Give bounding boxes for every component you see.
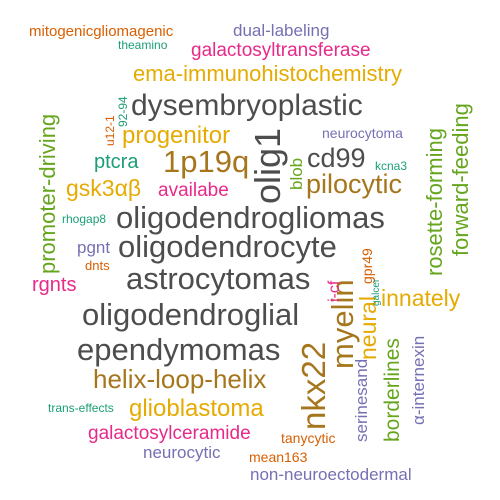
word-rgnts: rgnts (32, 274, 77, 296)
word-i-cf: i-cf (326, 280, 343, 302)
word-pilocytic: pilocytic (306, 169, 403, 199)
word-u12-1: u12-1 (103, 115, 117, 146)
word-innately: innately (381, 285, 461, 311)
word-availabe: availabe (158, 180, 229, 201)
word-neurocytic: neurocytic (143, 443, 221, 462)
word-olig1: olig1 (247, 127, 288, 204)
word-serinesand: serinesand (352, 358, 371, 442)
word-forward-feeding: forward-feeding (448, 103, 473, 256)
word-neurocytoma: neurocytoma (322, 125, 403, 141)
word-rosette-forming: rosette-forming (422, 128, 447, 276)
word-dual-labeling: dual-labeling (233, 21, 330, 40)
word-borderlines: borderlines (381, 338, 404, 442)
word-dnts: dnts (85, 258, 110, 273)
word-galactosylceramide: galactosylceramide (88, 423, 251, 444)
word-mitogenicgliomagenic: mitogenicgliomagenic (29, 23, 174, 40)
word-ptcra: ptcra (94, 151, 139, 173)
word-kcna3: kcna3 (375, 159, 408, 173)
word-gsk3ab: gsk3αβ (66, 175, 142, 201)
word-92-94: 92-94 (116, 96, 130, 127)
word-rhogap8: rhogap8 (62, 212, 107, 226)
word-1p19q: 1p19q (163, 144, 250, 179)
word-trans-effects: trans-effects (48, 401, 114, 415)
word-glioblastoma: glioblastoma (129, 395, 264, 422)
word-alpha-internexin: α-internexin (409, 335, 428, 425)
word-oligodendrogliomas: oligodendrogliomas (116, 200, 385, 235)
word-oligodendroglial: oligodendroglial (82, 297, 300, 332)
word-non-neuroectodermal: non-neuroectodermal (250, 465, 412, 484)
word-promoter-driving: promoter-driving (35, 113, 60, 274)
word-ema-immunohistochemistry: ema-immunohistochemistry (133, 61, 402, 86)
word-blob: blob (287, 157, 306, 190)
word-mean163: mean163 (249, 449, 308, 465)
word-theamino: theamino (118, 38, 168, 52)
word-dysembryoplastic: dysembryoplastic (131, 89, 363, 122)
word-ependymomas: ependymomas (77, 332, 281, 367)
word-cd99: cd99 (307, 143, 366, 173)
word-galcer: galcer (371, 278, 382, 306)
word-progenitor: progenitor (122, 122, 231, 149)
word-astrocytomas: astrocytomas (126, 261, 311, 296)
word-helix-loop-helix: helix-loop-helix (93, 364, 267, 394)
word-pgnt: pgnt (77, 238, 111, 257)
word-galactosyltransferase: galactosyltransferase (191, 40, 371, 61)
word-tanycytic: tanycytic (281, 430, 336, 446)
word-oligodendrocyte: oligodendrocyte (118, 229, 337, 264)
